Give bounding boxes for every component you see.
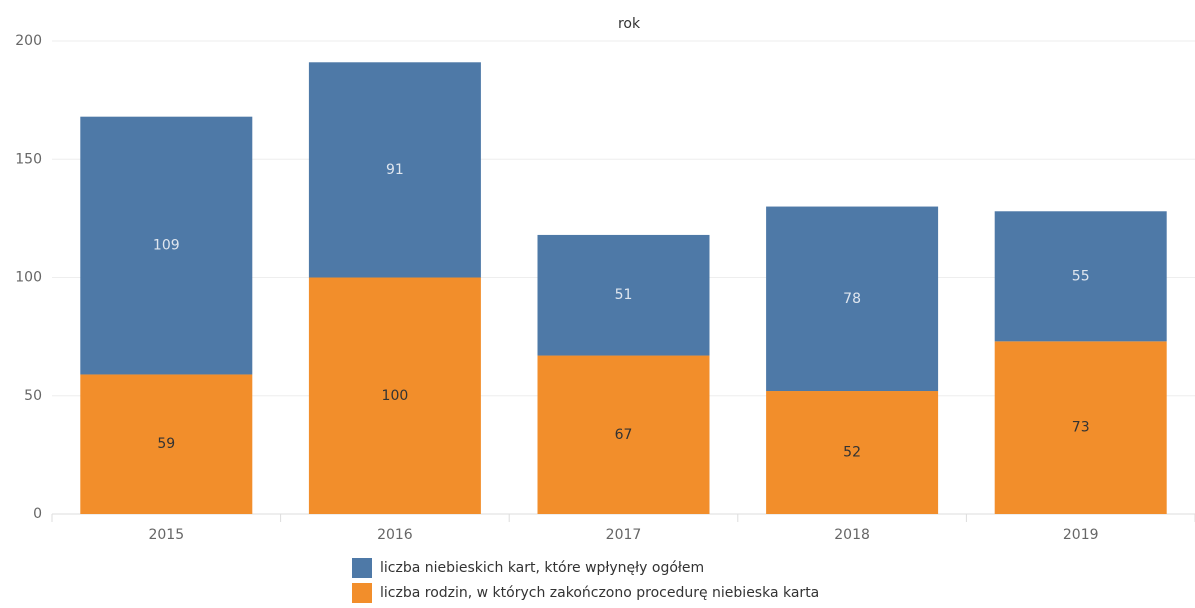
bar-segment <box>994 211 1167 342</box>
bar-segment <box>308 62 481 278</box>
value-label: 109 <box>153 238 180 254</box>
legend-swatch <box>352 558 372 578</box>
legend-label: liczba rodzin, w których zakończono proc… <box>380 585 819 601</box>
x-tick-label: 2018 <box>834 527 870 543</box>
value-label: 59 <box>157 436 175 452</box>
value-label: 78 <box>843 291 861 307</box>
x-tick-label: 2017 <box>606 527 642 543</box>
x-tick-label: 2015 <box>148 527 184 543</box>
value-label: 67 <box>615 427 633 443</box>
y-tick-label: 50 <box>24 388 42 404</box>
value-label: 55 <box>1072 268 1090 284</box>
bar-segment <box>80 116 253 375</box>
value-label: 51 <box>615 287 633 303</box>
x-tick-label: 2019 <box>1063 527 1099 543</box>
x-tick-label: 2016 <box>377 527 413 543</box>
bar-segment <box>994 341 1167 514</box>
bar-segment <box>766 391 939 514</box>
value-label: 73 <box>1072 420 1090 436</box>
bar-segment <box>537 355 710 514</box>
bar-segment <box>766 206 939 392</box>
value-label: 91 <box>386 162 404 178</box>
bar-segment <box>537 234 710 356</box>
value-label: 52 <box>843 445 861 461</box>
y-tick-label: 100 <box>15 270 42 286</box>
y-tick-label: 0 <box>33 506 42 522</box>
value-label: 100 <box>382 388 409 404</box>
legend-swatch <box>352 583 372 603</box>
chart-title: rok <box>618 16 641 32</box>
legend-label: liczba niebieskich kart, które wpłynęły … <box>380 560 704 576</box>
y-tick-label: 200 <box>15 33 42 49</box>
y-tick-label: 150 <box>15 151 42 167</box>
bar-segment <box>80 374 253 514</box>
bar-segment <box>308 277 481 514</box>
